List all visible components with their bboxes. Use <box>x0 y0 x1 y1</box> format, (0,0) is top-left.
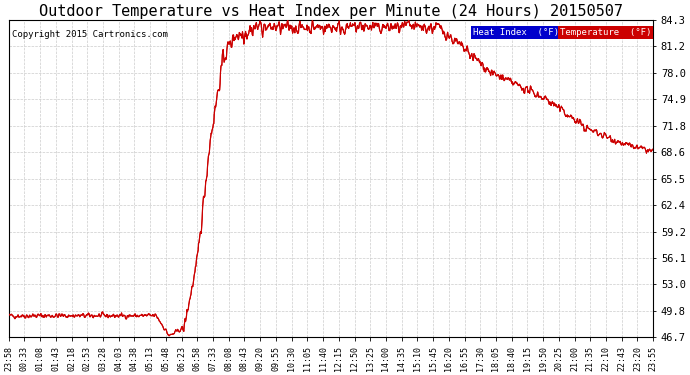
Text: Heat Index  (°F): Heat Index (°F) <box>473 28 559 37</box>
Text: Copyright 2015 Cartronics.com: Copyright 2015 Cartronics.com <box>12 30 168 39</box>
Title: Outdoor Temperature vs Heat Index per Minute (24 Hours) 20150507: Outdoor Temperature vs Heat Index per Mi… <box>39 4 623 19</box>
Text: Temperature  (°F): Temperature (°F) <box>560 28 651 37</box>
